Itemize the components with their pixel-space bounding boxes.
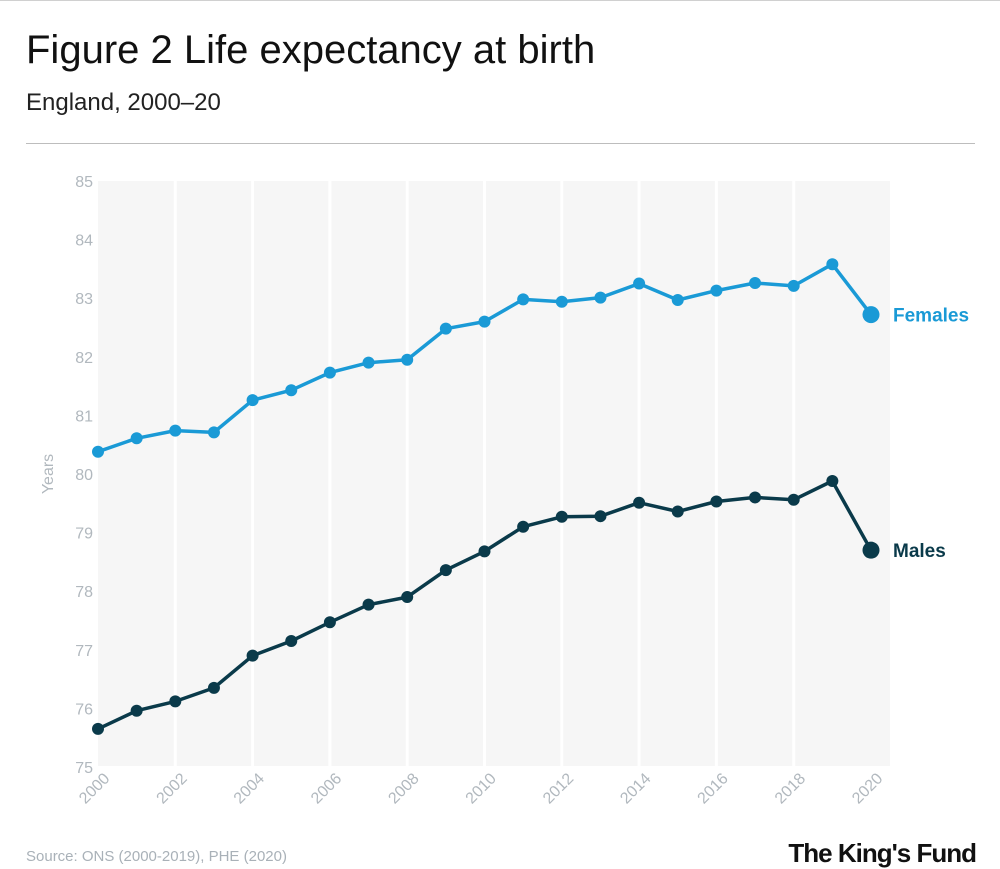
plot-background bbox=[98, 181, 890, 767]
females-point-2007 bbox=[362, 356, 375, 369]
males-point-2003 bbox=[207, 681, 220, 694]
females-point-2008 bbox=[401, 353, 414, 366]
y-tick-label-84: 84 bbox=[75, 233, 93, 250]
chart-subtitle: England, 2000–20 bbox=[26, 89, 221, 116]
females-point-2017 bbox=[749, 276, 762, 289]
females-point-2018 bbox=[787, 279, 800, 292]
females-point-2003 bbox=[207, 426, 220, 439]
males-point-2011 bbox=[517, 520, 530, 533]
x-tick-label-2018: 2018 bbox=[772, 770, 809, 807]
series-males bbox=[92, 475, 880, 735]
source-note: Source: ONS (2000-2019), PHE (2020) bbox=[26, 848, 287, 865]
chart-title: Figure 2 Life expectancy at birth bbox=[26, 28, 596, 72]
y-axis-ticks: 75 76 77 78 79 80 81 82 83 84 85 bbox=[75, 174, 93, 777]
x-tick-label-2010: 2010 bbox=[463, 770, 500, 807]
females-point-2019 bbox=[826, 258, 839, 271]
females-point-2010 bbox=[478, 315, 491, 328]
y-tick-label-81: 81 bbox=[75, 408, 93, 425]
series-label-females: Females bbox=[893, 306, 969, 327]
top-border bbox=[0, 0, 1000, 1]
males-point-2019 bbox=[826, 475, 839, 488]
y-tick-label-79: 79 bbox=[75, 526, 93, 543]
series-females bbox=[92, 258, 880, 458]
males-point-2005 bbox=[285, 635, 298, 648]
y-tick-label-77: 77 bbox=[75, 643, 93, 660]
x-axis-ticks: 2000 2002 2004 2006 2008 2010 2012 2014 2016 2018… bbox=[76, 770, 886, 807]
plot-area bbox=[98, 181, 890, 767]
x-tick-label-2006: 2006 bbox=[308, 770, 345, 807]
y-tick-label-85: 85 bbox=[75, 174, 93, 191]
males-point-2013 bbox=[594, 510, 607, 523]
x-tick-label-2016: 2016 bbox=[695, 770, 732, 807]
females-point-2005 bbox=[285, 384, 298, 397]
females-point-2006 bbox=[323, 366, 336, 379]
males-point-2008 bbox=[401, 591, 414, 604]
males-point-2001 bbox=[130, 704, 143, 717]
males-point-2016 bbox=[710, 495, 723, 508]
y-axis-label: Years bbox=[40, 454, 57, 494]
x-tick-label-2002: 2002 bbox=[154, 770, 191, 807]
males-point-2007 bbox=[362, 598, 375, 611]
males-point-2017 bbox=[749, 491, 762, 504]
females-point-2009 bbox=[439, 322, 452, 335]
males-point-2018 bbox=[787, 493, 800, 506]
females-point-2020 bbox=[862, 306, 880, 324]
y-tick-label-80: 80 bbox=[75, 467, 93, 484]
x-tick-label-2008: 2008 bbox=[385, 770, 422, 807]
y-tick-label-83: 83 bbox=[75, 291, 93, 308]
x-tick-label-2020: 2020 bbox=[849, 770, 886, 807]
y-tick-label-76: 76 bbox=[75, 701, 93, 718]
x-tick-label-2012: 2012 bbox=[540, 770, 577, 807]
x-tick-label-2004: 2004 bbox=[231, 770, 268, 807]
males-point-2010 bbox=[478, 545, 491, 558]
females-point-2002 bbox=[169, 424, 182, 437]
y-tick-label-78: 78 bbox=[75, 584, 93, 601]
males-point-2006 bbox=[323, 616, 336, 629]
y-tick-label-75: 75 bbox=[75, 760, 93, 777]
females-point-2012 bbox=[555, 295, 568, 308]
series-group bbox=[92, 258, 880, 735]
males-point-2009 bbox=[439, 564, 452, 577]
kings-fund-logo: The King's Fund bbox=[788, 838, 977, 868]
males-point-2020 bbox=[862, 541, 880, 559]
females-point-2016 bbox=[710, 284, 723, 297]
females-point-2004 bbox=[246, 394, 259, 407]
females-point-2001 bbox=[130, 432, 143, 445]
females-point-2013 bbox=[594, 291, 607, 304]
x-tick-label-2014: 2014 bbox=[617, 770, 654, 807]
males-point-2002 bbox=[169, 695, 182, 708]
y-tick-label-82: 82 bbox=[75, 350, 93, 367]
males-point-2004 bbox=[246, 649, 259, 662]
series-label-males: Males bbox=[893, 541, 946, 562]
series-labels: Females Males bbox=[893, 306, 969, 563]
males-point-2014 bbox=[633, 496, 646, 509]
females-point-2011 bbox=[517, 293, 530, 306]
males-point-2012 bbox=[555, 510, 568, 523]
females-point-2015 bbox=[671, 293, 684, 306]
females-point-2000 bbox=[92, 445, 104, 458]
males-point-2000 bbox=[92, 722, 104, 735]
header-divider bbox=[26, 143, 975, 144]
males-point-2015 bbox=[671, 505, 684, 518]
females-point-2014 bbox=[633, 277, 646, 290]
